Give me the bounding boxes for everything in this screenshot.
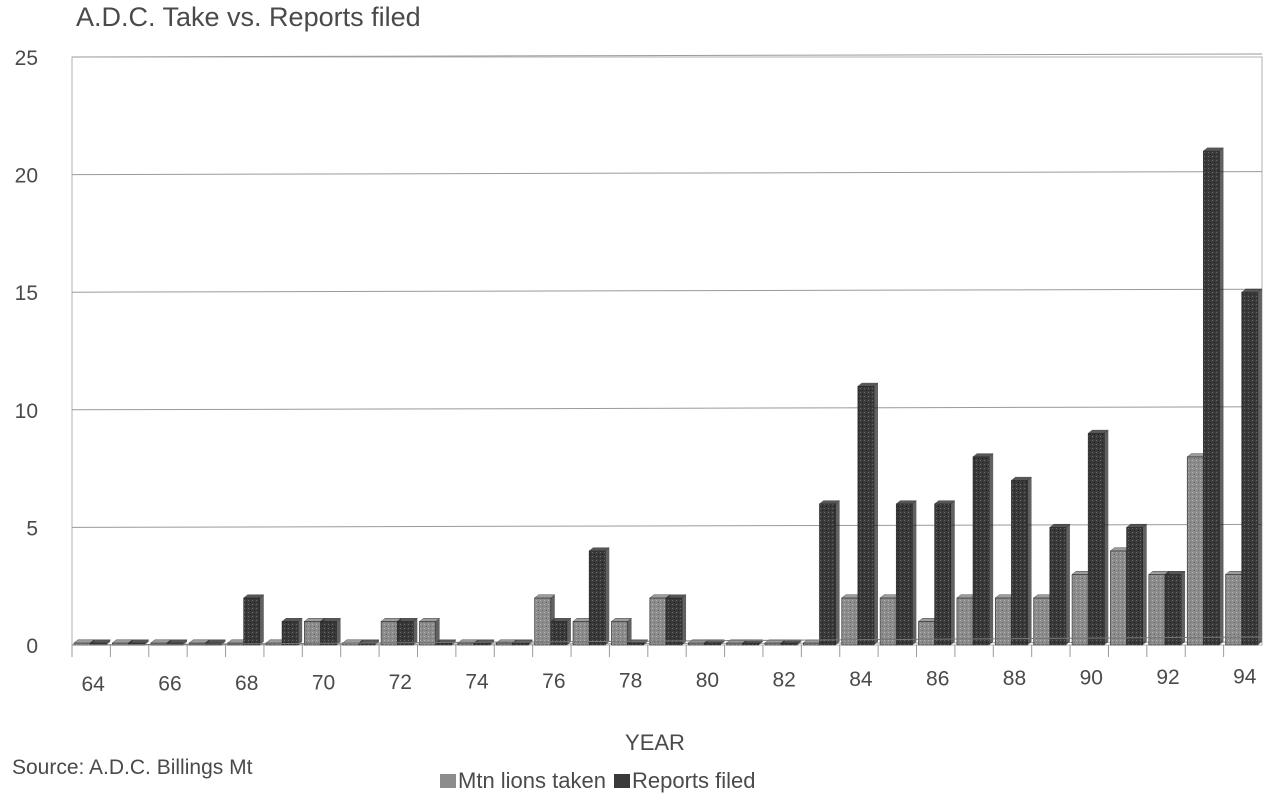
y-axis-ticks: 0 5 10 15 20 25: [15, 47, 38, 658]
bar-reports-71: [358, 639, 380, 646]
x-axis-line: [71, 636, 1263, 646]
bar-chart: 0 5 10 15 20 25 64 66 68 70 72 74 76 78 80 82 84 86 88 90 9…: [15, 47, 1263, 755]
gridline: [71, 406, 1263, 411]
bar-reports-72: [396, 618, 419, 646]
x-tick-label: 70: [312, 672, 335, 695]
legend-swatch-reports: [613, 774, 630, 788]
bar-taken-73: [418, 618, 441, 646]
y-tick-label: 25: [15, 47, 38, 70]
bar-reports-91: [1125, 523, 1148, 646]
bar-reports-83: [818, 500, 841, 646]
x-tick-label: 82: [772, 669, 795, 692]
gridlines: [71, 53, 1263, 646]
bar-reports-88: [1010, 476, 1033, 646]
bar-reports-89: [1049, 523, 1071, 646]
x-tick-label: 66: [158, 673, 181, 696]
bar-reports-87: [972, 453, 994, 646]
x-tick-label: 86: [926, 668, 949, 691]
bars: [71, 147, 1263, 646]
x-tick-label: 94: [1233, 666, 1257, 689]
x-tick-label: 74: [465, 671, 489, 694]
x-axis-label: YEAR: [625, 730, 685, 755]
y-tick-label: 15: [15, 282, 38, 305]
gridline: [71, 523, 1263, 528]
bar-reports-85: [895, 500, 918, 646]
x-tick-label: 88: [1003, 667, 1026, 690]
bar-taken-78: [610, 618, 633, 646]
legend-swatch-taken: [440, 774, 456, 788]
bar-reports-78: [626, 639, 649, 646]
x-tick-label: 84: [849, 668, 873, 691]
bar-reports-76: [550, 618, 572, 646]
y-tick-label: 10: [15, 400, 38, 423]
legend-item-taken: Mtn lions taken: [440, 768, 606, 794]
y-tick-label: 0: [26, 635, 38, 658]
bar-reports-90: [1087, 429, 1110, 646]
source-note: Source: A.D.C. Billings Mt: [12, 756, 253, 779]
bar-reports-86: [933, 500, 956, 646]
legend-item-reports: Reports filed: [613, 768, 756, 794]
x-tick-label: 78: [619, 670, 642, 693]
bar-reports-94: [1241, 288, 1263, 646]
bar-reports-84: [857, 382, 879, 646]
chart-title: A.D.C. Take vs. Reports filed: [76, 2, 421, 32]
legend-label-taken: Mtn lions taken: [458, 768, 606, 793]
legend-label-reports: Reports filed: [631, 768, 756, 793]
x-tick-label: 68: [235, 672, 258, 695]
gridline: [71, 53, 1263, 58]
bar-reports-77: [588, 547, 610, 646]
bar-reports-92: [1164, 570, 1186, 646]
bar-reports-65: [127, 639, 150, 646]
gridline: [71, 288, 1263, 293]
x-tick-label: 64: [82, 673, 106, 696]
legend: Mtn lions taken Reports filed: [440, 768, 763, 794]
x-axis-ticks: 64 66 68 70 72 74 76 78 80 82 84 86 88 90 92 94: [71, 645, 1257, 696]
bar-reports-93: [1202, 147, 1225, 646]
x-tick-label: 90: [1080, 667, 1103, 690]
bar-reports-79: [665, 594, 687, 646]
bar-reports-64: [89, 639, 111, 646]
plot-border: [71, 56, 1263, 646]
x-tick-label: 76: [542, 670, 565, 693]
y-tick-label: 5: [26, 517, 38, 540]
x-tick-label: 92: [1156, 666, 1179, 689]
x-tick-label: 72: [389, 671, 412, 694]
y-tick-label: 20: [15, 165, 38, 188]
bar-reports-70: [319, 618, 342, 646]
bar-reports-69: [281, 618, 303, 646]
gridline: [71, 171, 1263, 176]
bar-reports-68: [242, 594, 265, 646]
plot-frame: [71, 56, 1263, 646]
x-tick-label: 80: [696, 669, 719, 692]
